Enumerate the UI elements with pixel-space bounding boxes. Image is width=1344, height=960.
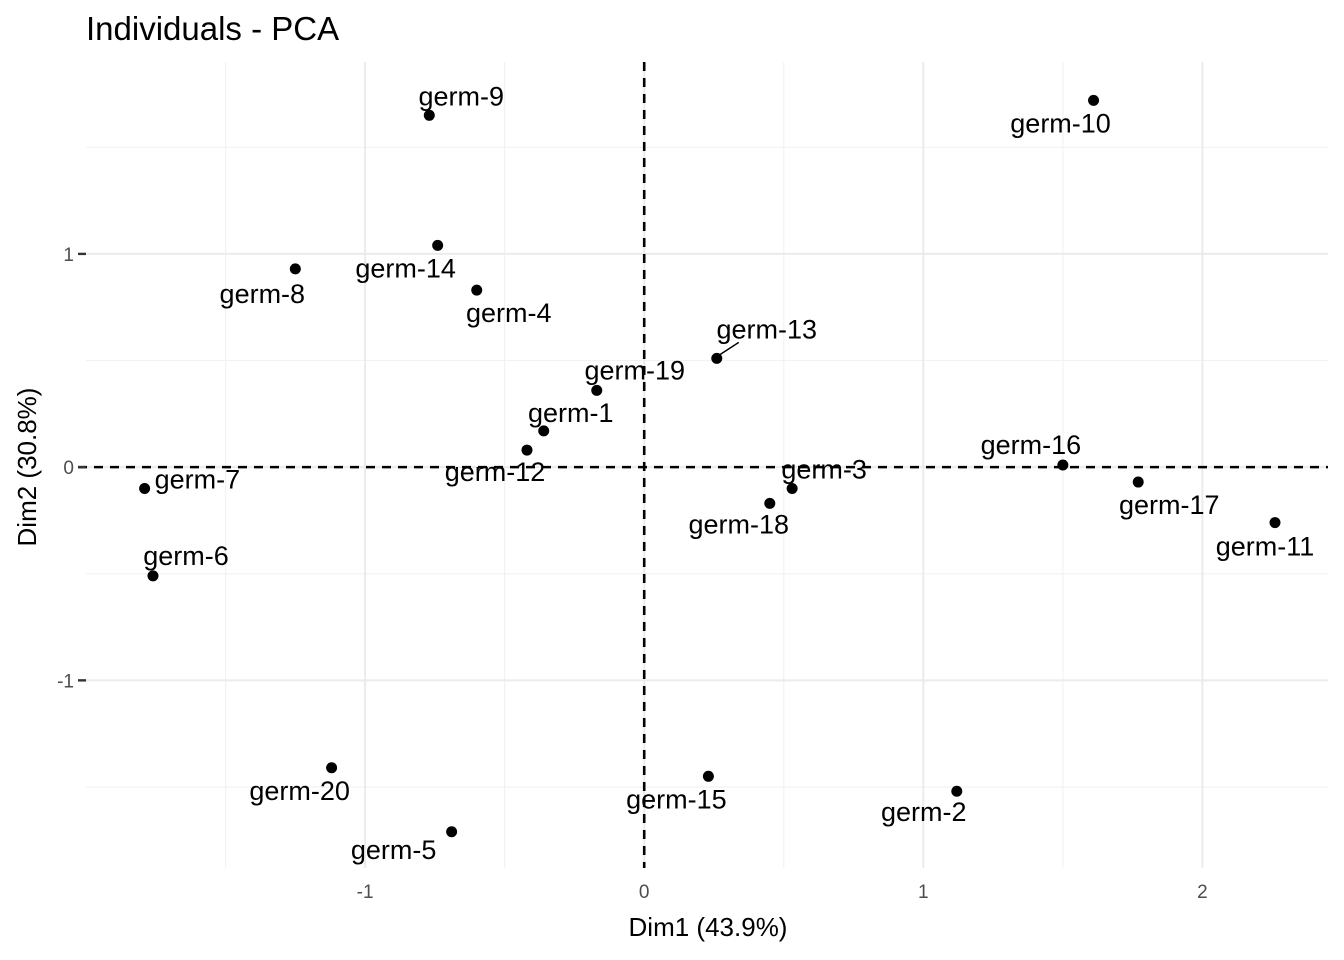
data-point-germ-17 <box>1132 476 1144 488</box>
x-axis-title: Dim1 (43.9%) <box>629 912 788 942</box>
point-labels: germ-1 germ-2 germ-3 germ-4 germ-5 germ-6 germ… <box>143 81 1314 864</box>
point-label-germ-10: germ-10 <box>1010 108 1111 138</box>
point-label-germ-9: germ-9 <box>419 81 505 111</box>
point-label-germ-4: germ-4 <box>466 298 552 328</box>
reference-lines <box>78 62 1328 868</box>
point-label-germ-16: germ-16 <box>981 430 1082 460</box>
data-point-germ-14 <box>432 239 444 251</box>
data-point-germ-10 <box>1088 94 1100 106</box>
data-point-germ-20 <box>326 762 338 774</box>
data-point-germ-8 <box>289 263 301 275</box>
data-point-germ-18 <box>764 497 776 509</box>
data-point-germ-4 <box>471 284 483 296</box>
y-tick-label: 0 <box>63 458 74 479</box>
point-label-germ-5: germ-5 <box>351 835 437 865</box>
point-label-germ-12: germ-12 <box>445 457 546 487</box>
data-point-germ-1 <box>538 425 550 437</box>
point-label-germ-3: germ-3 <box>781 454 867 484</box>
point-label-germ-7: germ-7 <box>155 464 241 494</box>
label-connector-germ-13 <box>718 341 740 356</box>
data-point-germ-13 <box>711 352 723 364</box>
data-point-germ-6 <box>147 570 159 582</box>
y-axis-title: Dim2 (30.8%) <box>12 388 42 547</box>
point-label-germ-14: germ-14 <box>355 253 456 283</box>
y-tick-label: 1 <box>63 245 74 266</box>
data-point-germ-12 <box>521 444 533 456</box>
point-label-germ-18: germ-18 <box>689 509 790 539</box>
chart-title: Individuals - PCA <box>86 10 339 47</box>
data-point-germ-2 <box>951 785 963 797</box>
data-points <box>139 94 1281 838</box>
point-label-germ-2: germ-2 <box>881 797 967 827</box>
point-label-germ-19: germ-19 <box>584 355 685 385</box>
point-label-germ-15: germ-15 <box>626 784 727 814</box>
x-tick-label: 2 <box>1197 882 1208 903</box>
data-point-germ-15 <box>702 770 714 782</box>
data-point-germ-16 <box>1057 459 1069 471</box>
point-label-germ-17: germ-17 <box>1119 490 1220 520</box>
data-point-germ-5 <box>446 826 458 838</box>
data-point-germ-3 <box>786 482 798 494</box>
point-label-germ-1: germ-1 <box>528 398 614 428</box>
x-tick-label: 1 <box>918 882 929 903</box>
y-tick-label: -1 <box>57 671 74 692</box>
x-tick-label: 0 <box>639 882 650 903</box>
grid <box>86 62 1328 868</box>
point-label-germ-11: germ-11 <box>1216 532 1315 562</box>
point-label-germ-6: germ-6 <box>143 541 229 571</box>
point-label-germ-13: germ-13 <box>716 314 817 344</box>
axis-ticks: -1 0 1 2 1 0 -1 <box>57 245 1208 903</box>
data-point-germ-19 <box>591 384 603 396</box>
data-point-germ-7 <box>139 482 151 494</box>
data-point-germ-11 <box>1269 517 1281 529</box>
label-connectors <box>718 341 740 356</box>
point-label-germ-8: germ-8 <box>220 279 306 309</box>
x-tick-label: -1 <box>357 882 374 903</box>
data-point-germ-9 <box>423 109 435 121</box>
point-label-germ-20: germ-20 <box>249 776 350 806</box>
